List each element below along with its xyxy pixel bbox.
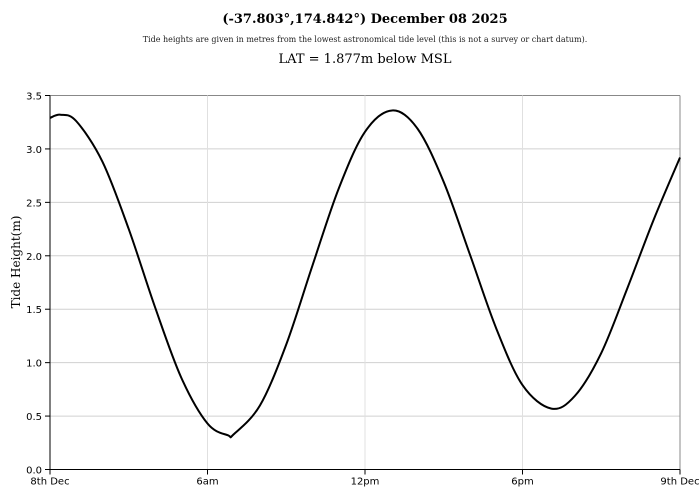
x-tick-label: 6am bbox=[196, 477, 218, 488]
y-tick-label: 1.5 bbox=[26, 305, 42, 316]
tide-height-line bbox=[49, 109, 681, 439]
y-tick-label: 2.5 bbox=[26, 198, 42, 209]
x-tick-label: 9th Dec bbox=[660, 477, 699, 488]
axes: 0.0 0.5 1.0 1.5 2.0 2.5 3.0 3.5 8th Dec 6am 12pm 6p… bbox=[26, 92, 699, 488]
y-tick-label: 2.0 bbox=[26, 252, 42, 263]
y-tick-label: 3.5 bbox=[26, 92, 42, 103]
x-tick-label: 6pm bbox=[511, 477, 533, 488]
chart-lat-note: LAT = 1.877m below MSL bbox=[278, 52, 452, 67]
x-tick-label: 8th Dec bbox=[30, 477, 69, 488]
y-axis-label: Tide Height(m) bbox=[9, 216, 23, 309]
grid bbox=[50, 95, 680, 470]
y-tick-label: 1.0 bbox=[26, 359, 42, 370]
y-tick-label: 0.0 bbox=[26, 466, 42, 477]
chart-subtitle: Tide heights are given in metres from th… bbox=[142, 35, 588, 44]
series bbox=[49, 109, 681, 439]
y-tick-label: 3.0 bbox=[26, 145, 42, 156]
y-tick-label: 0.5 bbox=[26, 412, 42, 423]
x-tick-label: 12pm bbox=[351, 477, 380, 488]
chart-title: (-37.803°,174.842°) December 08 2025 bbox=[222, 12, 508, 27]
